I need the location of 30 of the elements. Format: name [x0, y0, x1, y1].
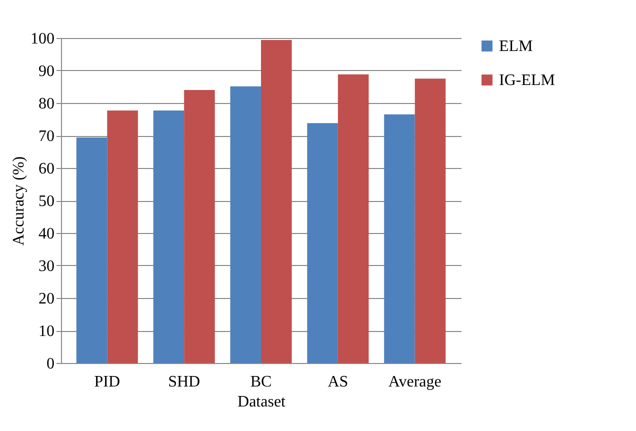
legend-label: IG-ELM: [499, 72, 555, 89]
bar: [153, 110, 184, 363]
bar: [307, 123, 338, 363]
y-tick-label: 70: [38, 128, 54, 145]
x-tick-label: BC: [250, 374, 272, 390]
y-tick-label: 40: [38, 226, 54, 242]
bar: [414, 78, 446, 363]
x-tick-label: PID: [94, 374, 120, 390]
bar: [107, 110, 138, 363]
x-tick-label: SHD: [168, 374, 200, 390]
y-tick-label: 100: [30, 30, 54, 48]
bar: [230, 86, 261, 363]
y-tick-label: 10: [38, 323, 54, 340]
y-tick-label: 20: [38, 290, 54, 308]
x-tick-label: AS: [328, 374, 348, 390]
legend-label: ELM: [499, 38, 533, 55]
y-tick-label: 80: [38, 96, 54, 112]
bar: [184, 90, 215, 363]
x-tick-label: Average: [388, 374, 442, 390]
y-tick-label: 60: [38, 160, 54, 178]
x-axis-title: Dataset: [238, 394, 286, 410]
y-tick-label: 90: [38, 63, 54, 80]
bar: [338, 74, 369, 363]
bar: [384, 114, 415, 363]
y-tick-label: 0: [46, 356, 54, 372]
bar: [76, 137, 108, 363]
y-tick-label: 50: [38, 193, 54, 210]
bar: [261, 40, 292, 363]
y-tick-label: 30: [38, 258, 54, 275]
y-axis-title: Accuracy (%): [10, 156, 28, 246]
